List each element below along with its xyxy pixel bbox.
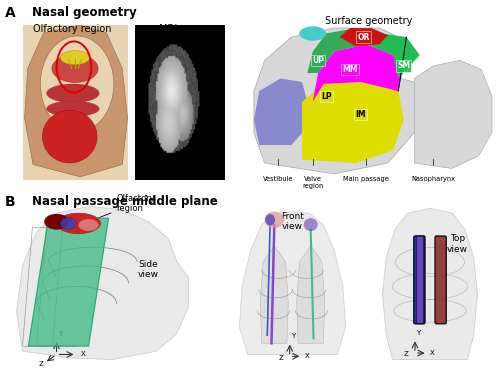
Ellipse shape — [60, 217, 76, 229]
Text: Front
view: Front view — [281, 212, 304, 231]
Polygon shape — [414, 60, 492, 168]
FancyBboxPatch shape — [435, 236, 446, 324]
Text: Z: Z — [278, 354, 283, 361]
Text: X: X — [430, 349, 435, 356]
Ellipse shape — [60, 51, 90, 65]
Ellipse shape — [265, 214, 275, 225]
FancyBboxPatch shape — [135, 25, 225, 180]
Ellipse shape — [40, 36, 114, 132]
Ellipse shape — [42, 110, 97, 163]
Ellipse shape — [304, 218, 318, 231]
Polygon shape — [340, 28, 388, 46]
Ellipse shape — [56, 213, 100, 234]
Text: OR: OR — [358, 33, 370, 41]
Text: MRI scan: MRI scan — [159, 24, 203, 34]
Text: Vestibule: Vestibule — [262, 176, 293, 182]
Polygon shape — [254, 79, 308, 145]
Ellipse shape — [300, 26, 326, 41]
Ellipse shape — [78, 219, 98, 231]
Ellipse shape — [264, 212, 284, 228]
Text: SM: SM — [397, 62, 410, 70]
Polygon shape — [313, 44, 401, 102]
Text: LP: LP — [321, 92, 332, 101]
Polygon shape — [308, 28, 393, 73]
Text: Olfactory region: Olfactory region — [33, 24, 112, 34]
Text: Surface geometry: Surface geometry — [325, 16, 412, 26]
Text: Y: Y — [58, 331, 63, 337]
Text: Side
view: Side view — [138, 260, 159, 279]
Polygon shape — [382, 208, 478, 360]
Polygon shape — [28, 218, 108, 346]
Text: MM: MM — [342, 65, 358, 74]
Polygon shape — [260, 246, 288, 343]
Polygon shape — [16, 206, 188, 360]
Text: Y: Y — [291, 333, 296, 339]
FancyBboxPatch shape — [416, 236, 424, 324]
Text: Nasal passage middle plane: Nasal passage middle plane — [32, 195, 218, 209]
Text: Olfactory
region: Olfactory region — [91, 194, 155, 221]
Ellipse shape — [46, 101, 99, 116]
Text: UP: UP — [312, 56, 324, 65]
Text: Nasal geometry: Nasal geometry — [32, 6, 137, 19]
Text: X: X — [80, 351, 85, 357]
Text: B: B — [5, 195, 15, 209]
Ellipse shape — [52, 55, 98, 82]
Text: Z: Z — [404, 351, 408, 357]
Text: X: X — [305, 353, 310, 359]
FancyBboxPatch shape — [22, 25, 128, 180]
Text: Main passage: Main passage — [344, 176, 389, 182]
Polygon shape — [240, 212, 346, 354]
FancyBboxPatch shape — [414, 236, 425, 324]
Text: Z: Z — [38, 361, 44, 367]
Polygon shape — [302, 82, 404, 163]
Polygon shape — [366, 34, 420, 79]
Polygon shape — [296, 246, 324, 343]
Ellipse shape — [46, 84, 99, 103]
Text: Top
view: Top view — [447, 235, 468, 254]
Polygon shape — [254, 28, 425, 174]
Text: A: A — [5, 6, 16, 20]
Text: Nasopharynx: Nasopharynx — [411, 176, 455, 182]
Text: IM: IM — [356, 110, 366, 119]
Polygon shape — [24, 25, 128, 177]
Text: Y: Y — [416, 330, 420, 336]
Ellipse shape — [44, 214, 68, 229]
Text: Valve
region: Valve region — [302, 176, 324, 188]
